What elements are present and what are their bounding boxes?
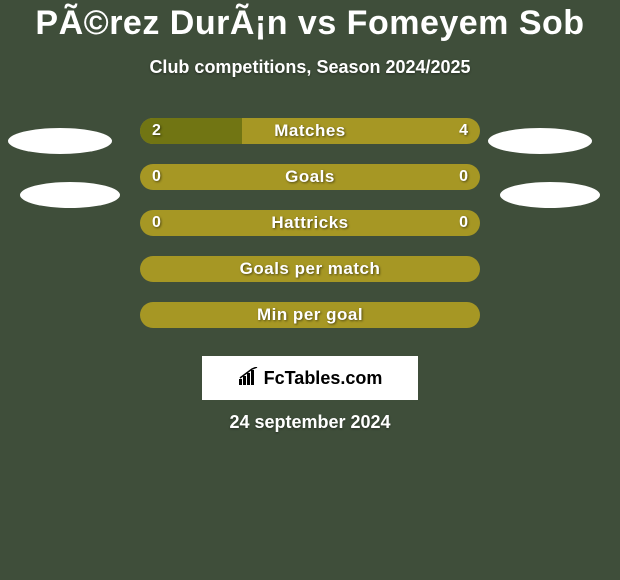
- decorative-ellipse: [500, 182, 600, 208]
- stat-label: Min per goal: [140, 302, 480, 328]
- bars-icon: [238, 367, 260, 390]
- decorative-ellipse: [8, 128, 112, 154]
- source-logo: FcTables.com: [238, 367, 383, 390]
- stat-label: Hattricks: [140, 210, 480, 236]
- stat-row: Min per goal: [0, 302, 620, 348]
- stat-value-right: 0: [459, 210, 468, 236]
- stat-value-left: 0: [152, 210, 161, 236]
- stat-row: Goals per match: [0, 256, 620, 302]
- decorative-ellipse: [20, 182, 120, 208]
- decorative-ellipse: [488, 128, 592, 154]
- comparison-infographic: PÃ©rez DurÃ¡n vs Fomeyem Sob Club compet…: [0, 4, 620, 580]
- stat-value-right: 0: [459, 164, 468, 190]
- infographic-date: 24 september 2024: [0, 412, 620, 433]
- source-logo-box: FcTables.com: [202, 356, 418, 400]
- stat-value-right: 4: [459, 118, 468, 144]
- stat-row: Hattricks0 0: [0, 210, 620, 256]
- stat-value-left: 0: [152, 164, 161, 190]
- stat-value-left: 2: [152, 118, 161, 144]
- stat-label: Goals: [140, 164, 480, 190]
- source-logo-text: FcTables.com: [264, 368, 383, 389]
- page-subtitle: Club competitions, Season 2024/2025: [0, 57, 620, 78]
- stat-label: Matches: [140, 118, 480, 144]
- page-title: PÃ©rez DurÃ¡n vs Fomeyem Sob: [0, 4, 620, 43]
- stat-label: Goals per match: [140, 256, 480, 282]
